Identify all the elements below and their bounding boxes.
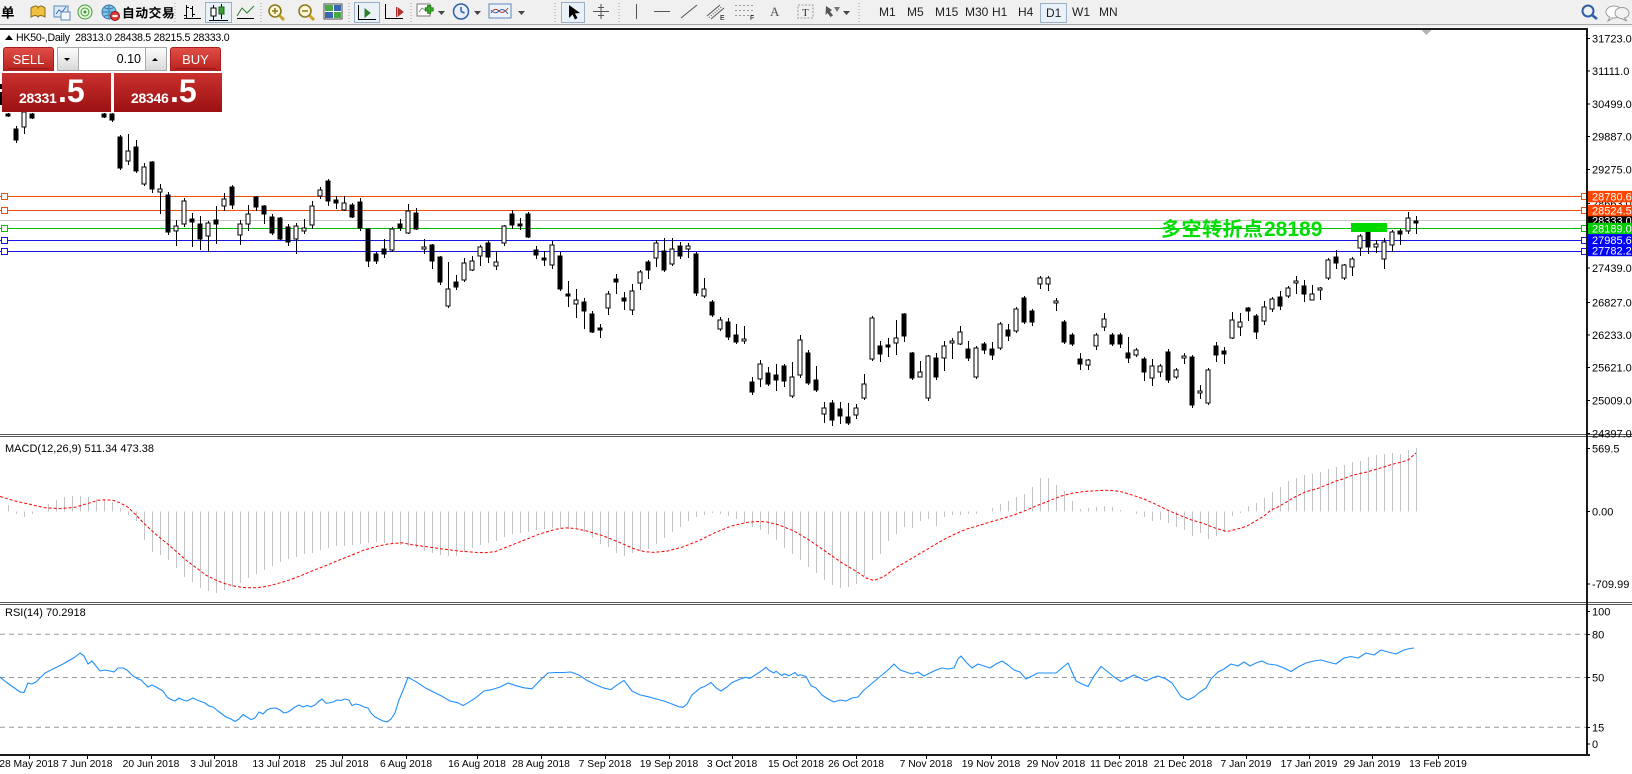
svg-text:28189.0: 28189.0 (1592, 224, 1632, 236)
svg-text:27439.0: 27439.0 (1592, 263, 1632, 275)
svg-text:31111.0: 31111.0 (1592, 66, 1629, 78)
svg-text:E: E (720, 15, 725, 21)
svg-text:RSI(14) 70.2918: RSI(14) 70.2918 (5, 607, 86, 619)
svg-text:27782.2: 27782.2 (1592, 246, 1632, 258)
svg-text:11 Dec 2018: 11 Dec 2018 (1090, 759, 1148, 770)
svg-text:26 Oct 2018: 26 Oct 2018 (828, 759, 884, 770)
svg-text:27985.6: 27985.6 (1592, 235, 1632, 247)
svg-text:20 Jun 2018: 20 Jun 2018 (123, 759, 180, 770)
svg-text:31723.0: 31723.0 (1592, 33, 1632, 45)
svg-text:25621.0: 25621.0 (1592, 363, 1632, 375)
svg-text:0.00: 0.00 (1592, 507, 1613, 519)
svg-text:25 Jul 2018: 25 Jul 2018 (315, 759, 369, 770)
svg-text:T: T (802, 7, 809, 19)
svg-text:0: 0 (1592, 739, 1598, 751)
svg-text:-709.99: -709.99 (1592, 579, 1629, 591)
svg-text:F: F (750, 15, 754, 21)
svg-text:3 Jul 2018: 3 Jul 2018 (190, 759, 238, 770)
svg-text:80: 80 (1592, 629, 1604, 641)
svg-text:28 May 2018: 28 May 2018 (0, 759, 59, 770)
svg-text:15: 15 (1592, 722, 1604, 734)
svg-text:569.5: 569.5 (1592, 444, 1620, 456)
svg-text:7 Jan 2019: 7 Jan 2019 (1221, 759, 1272, 770)
svg-text:7 Jun 2018: 7 Jun 2018 (62, 759, 113, 770)
svg-text:100: 100 (1592, 607, 1610, 619)
svg-text:HK50-,Daily 28313.0 28438.5 2: HK50-,Daily 28313.0 28438.5 28215.5 2833… (16, 32, 230, 44)
svg-text:7 Sep 2018: 7 Sep 2018 (579, 759, 632, 770)
svg-text:29 Nov 2018: 29 Nov 2018 (1027, 759, 1086, 770)
svg-text:6 Aug 2018: 6 Aug 2018 (380, 759, 432, 770)
svg-text:21 Dec 2018: 21 Dec 2018 (1154, 759, 1213, 770)
svg-text:28780.6: 28780.6 (1592, 192, 1632, 204)
svg-text:30499.0: 30499.0 (1592, 99, 1632, 111)
svg-text:28524.5: 28524.5 (1592, 206, 1632, 218)
svg-text:29275.0: 29275.0 (1592, 165, 1632, 177)
svg-text:7 Nov 2018: 7 Nov 2018 (900, 759, 953, 770)
svg-text:19 Nov 2018: 19 Nov 2018 (962, 759, 1021, 770)
svg-text:50: 50 (1592, 673, 1604, 685)
svg-text:MACD(12,26,9) 511.34 473.38: MACD(12,26,9) 511.34 473.38 (5, 443, 154, 455)
svg-text:29 Jan 2019: 29 Jan 2019 (1344, 759, 1401, 770)
svg-text:29887.0: 29887.0 (1592, 132, 1632, 144)
svg-text:24397.0: 24397.0 (1592, 429, 1632, 441)
svg-text:28 Aug 2018: 28 Aug 2018 (512, 759, 570, 770)
svg-text:17 Jan 2019: 17 Jan 2019 (1281, 759, 1338, 770)
svg-text:19 Sep 2018: 19 Sep 2018 (640, 759, 699, 770)
svg-text:15 Oct 2018: 15 Oct 2018 (768, 759, 824, 770)
svg-text:25009.0: 25009.0 (1592, 396, 1632, 408)
svg-text:26233.0: 26233.0 (1592, 330, 1632, 342)
svg-text:28189: 28189 (1264, 218, 1322, 241)
svg-text:26827.0: 26827.0 (1592, 298, 1632, 310)
svg-text:13 Jul 2018: 13 Jul 2018 (252, 759, 306, 770)
svg-text:3 Oct 2018: 3 Oct 2018 (707, 759, 758, 770)
svg-text:13 Feb 2019: 13 Feb 2019 (1409, 759, 1467, 770)
svg-text:16 Aug 2018: 16 Aug 2018 (448, 759, 506, 770)
